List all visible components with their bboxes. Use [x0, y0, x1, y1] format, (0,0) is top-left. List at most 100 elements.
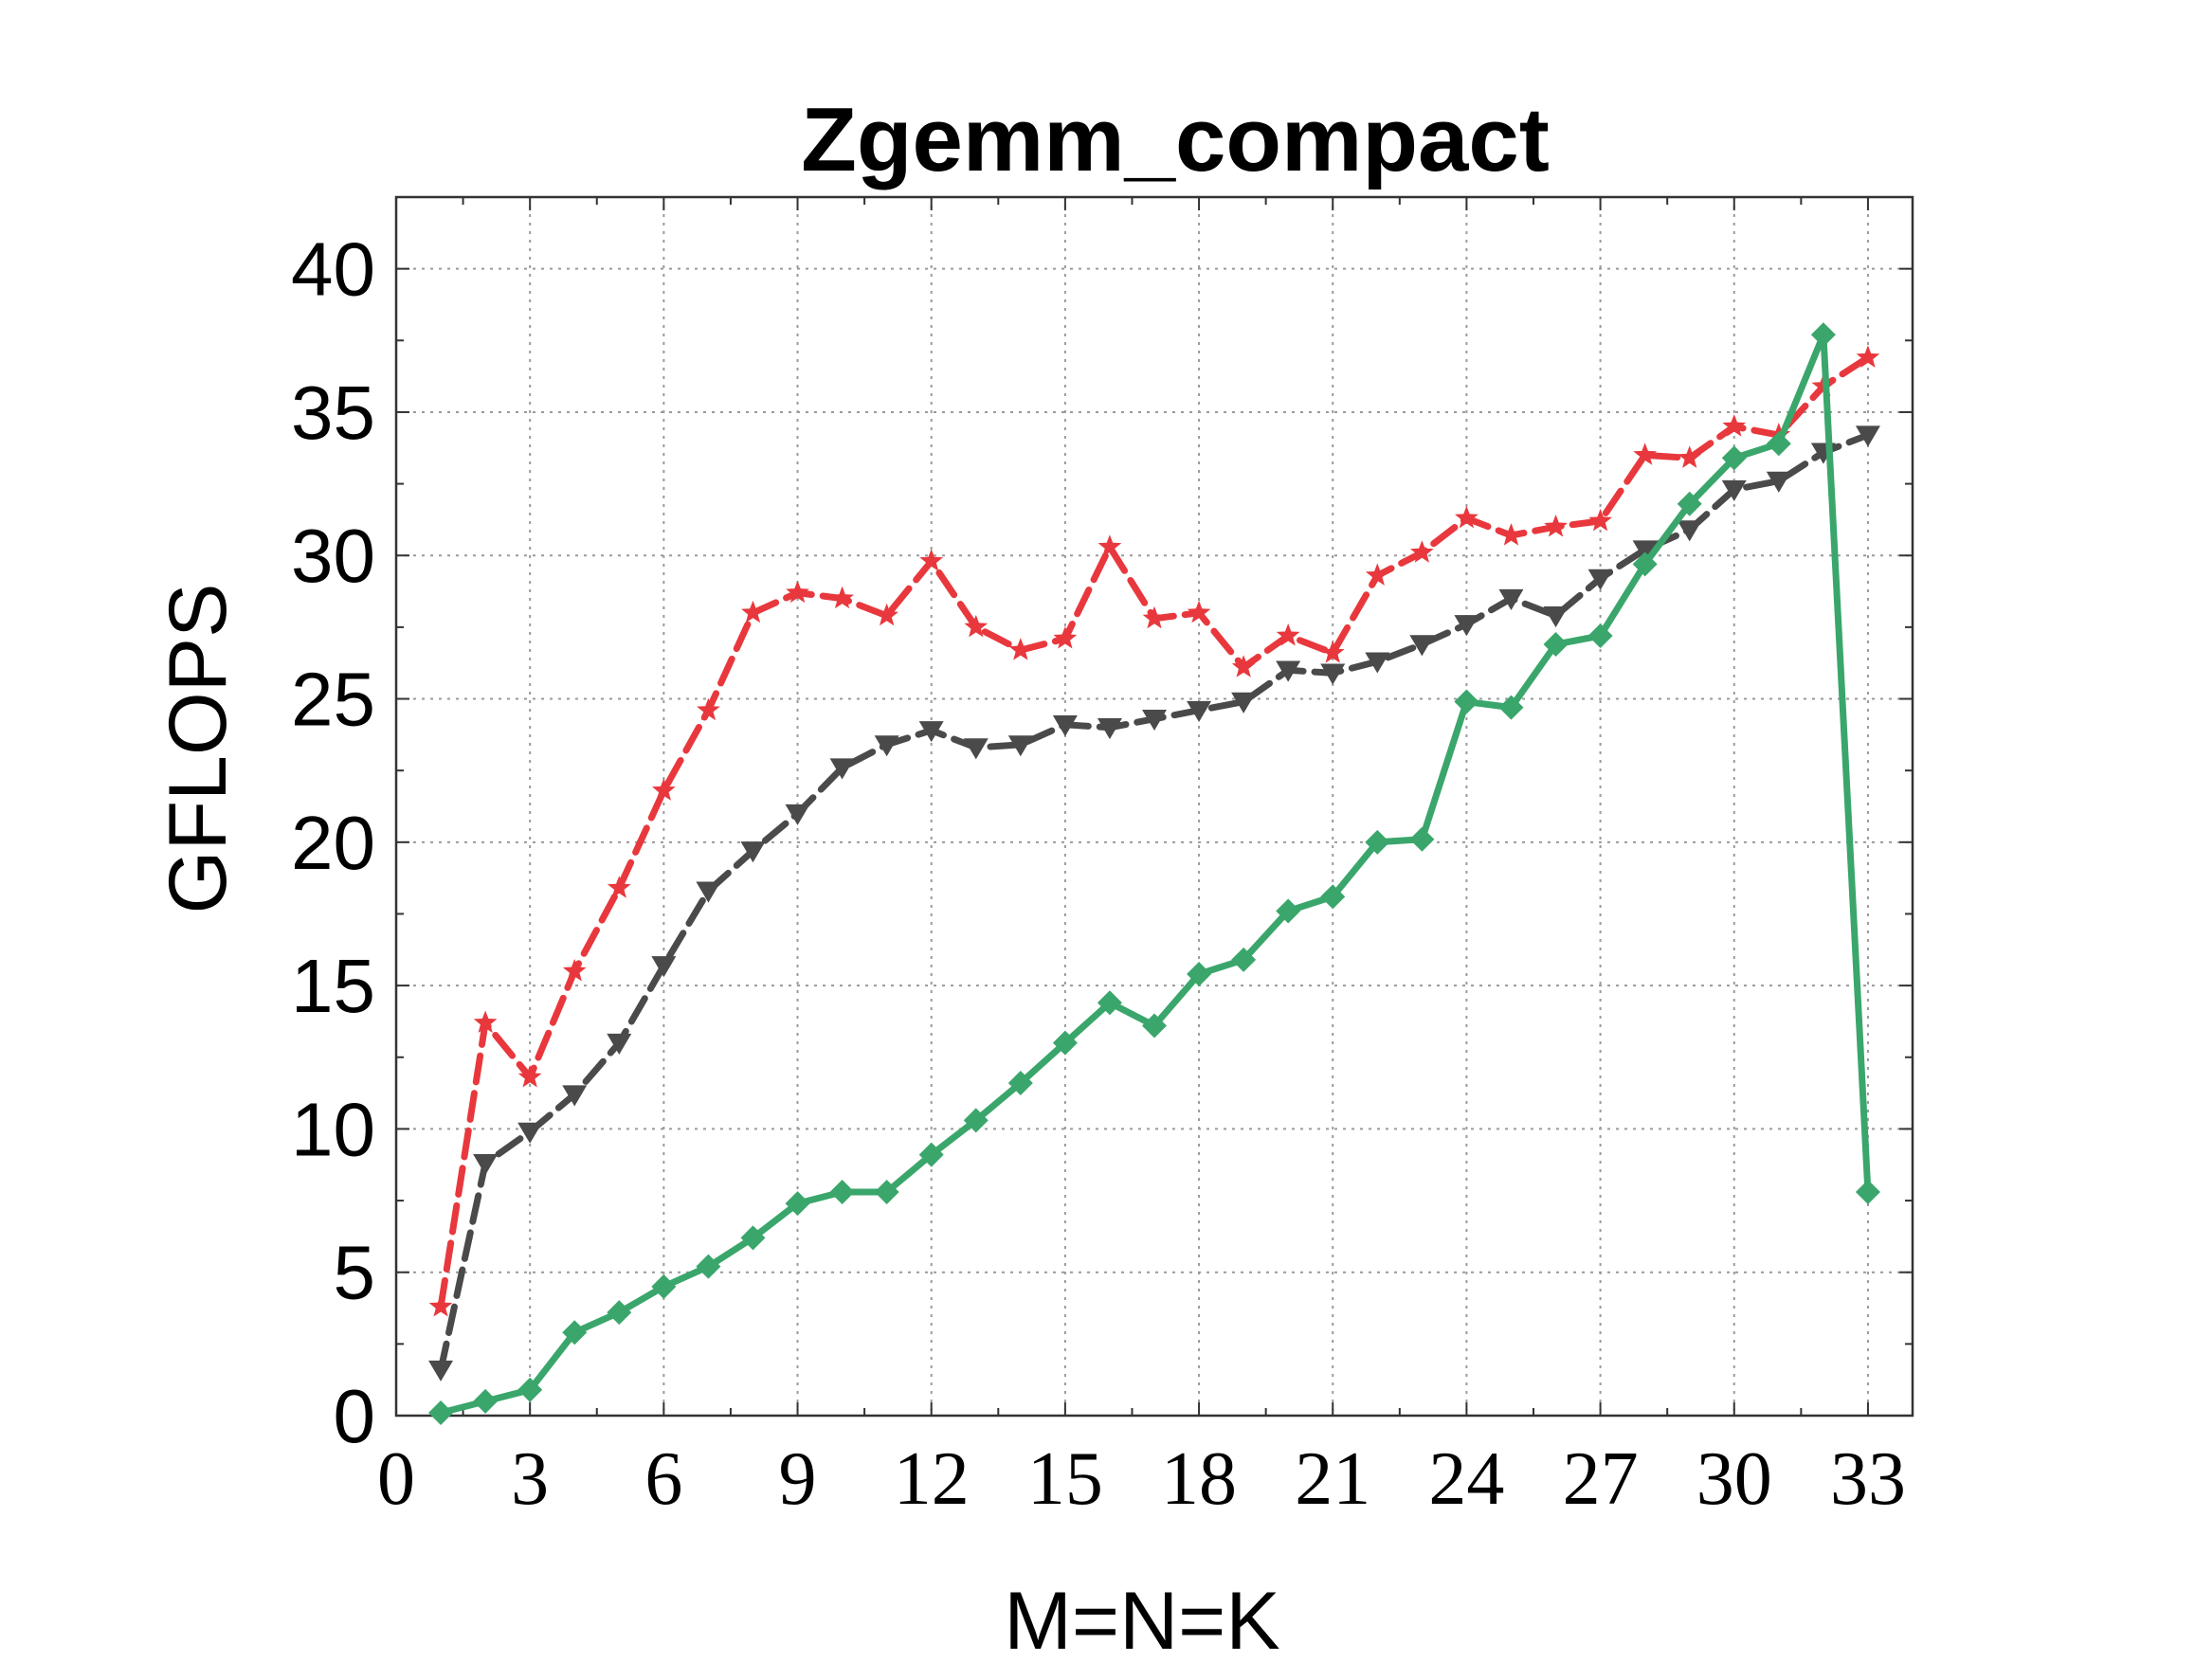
data-point [829, 1179, 855, 1204]
data-point [1008, 638, 1033, 660]
data-point [1231, 947, 1257, 972]
data-point [1007, 735, 1033, 757]
x-tick-label: 18 [1161, 1437, 1237, 1521]
data-point [1722, 414, 1747, 437]
data-point [1632, 551, 1658, 577]
data-point [1855, 1179, 1880, 1204]
data-point [1410, 540, 1434, 563]
y-tick-label: 30 [291, 514, 375, 598]
data-point [1810, 322, 1836, 348]
data-point [517, 1377, 543, 1402]
plot-frame [394, 195, 1914, 1418]
x-tick-label: 15 [1027, 1437, 1103, 1521]
data-point [963, 1108, 989, 1133]
data-point [918, 1142, 944, 1167]
data-point [1454, 689, 1479, 714]
data-point [562, 1085, 588, 1107]
axes: 0 3 6 9 12 15 18 21 24 27 30 33 0 5 10 15 20 25 30 35 40 [291, 195, 1914, 1521]
data-point [1498, 695, 1524, 720]
x-tick-label: 30 [1696, 1437, 1772, 1521]
data-point [1365, 563, 1389, 586]
series-1 [428, 345, 1880, 1317]
data-point [1276, 623, 1300, 646]
data-point [1677, 491, 1702, 516]
x-tick-label: 6 [644, 1437, 682, 1521]
data-point [428, 1360, 454, 1382]
data-point [874, 735, 899, 757]
x-tick-label: 9 [779, 1437, 817, 1521]
data-point [517, 1064, 542, 1088]
data-point [1365, 652, 1390, 674]
data-point [1007, 1070, 1033, 1095]
data-point [1499, 523, 1523, 546]
data-point [786, 580, 809, 604]
data-point [1365, 829, 1390, 855]
data-point [1543, 606, 1569, 628]
data-point [1142, 709, 1167, 732]
data-point [1320, 884, 1346, 910]
data-point [1455, 505, 1478, 529]
data-point [1320, 641, 1345, 663]
data-point [651, 1274, 677, 1299]
data-point [562, 959, 587, 982]
data-point [1053, 626, 1078, 649]
data-point [740, 841, 766, 863]
data-point [829, 758, 855, 780]
data-point [919, 549, 944, 571]
data-point [1187, 962, 1212, 987]
data-point [1454, 615, 1479, 637]
x-axis-label: M=N=K [1004, 1576, 1280, 1667]
data-point [428, 1294, 453, 1317]
x-tick-label: 21 [1295, 1437, 1370, 1521]
y-tick-label: 10 [291, 1087, 375, 1171]
x-tick-label: 27 [1563, 1437, 1639, 1521]
series-2 [428, 425, 1880, 1382]
data-point [875, 603, 898, 626]
data-point [785, 804, 810, 825]
data-point [1142, 1013, 1167, 1039]
x-tick-label: 12 [894, 1437, 970, 1521]
data-point [964, 614, 989, 638]
data-point [1231, 692, 1257, 714]
data-point [741, 600, 765, 623]
data-point [607, 1033, 632, 1055]
data-point [1766, 471, 1791, 493]
data-point [918, 721, 944, 743]
data-point [963, 738, 989, 760]
data-point [1231, 655, 1256, 677]
y-tick-label: 35 [291, 370, 375, 455]
data-point [1142, 605, 1167, 629]
y-tick-label: 40 [291, 227, 375, 312]
data-point [1098, 534, 1122, 557]
data-point [785, 1191, 810, 1217]
data-point [1588, 508, 1612, 532]
data-point [1543, 632, 1569, 658]
data-point [696, 881, 721, 903]
data-point [428, 1400, 454, 1425]
data-point [830, 586, 854, 609]
data-point [1766, 431, 1791, 457]
x-tick-label: 33 [1830, 1437, 1906, 1521]
data-point [1544, 515, 1568, 537]
data-point [562, 1320, 588, 1346]
y-tick-label: 5 [334, 1231, 376, 1315]
chart-title: Zgemm_compact [801, 89, 1550, 190]
grid-lines [396, 197, 1913, 1416]
data-point [1677, 520, 1702, 542]
data-point [696, 1254, 721, 1279]
data-point [1855, 425, 1880, 447]
data-point [874, 1179, 899, 1204]
y-tick-label: 15 [291, 944, 375, 1028]
series-3 [428, 322, 1880, 1425]
data-point [1276, 898, 1301, 924]
y-tick-label: 20 [291, 801, 375, 885]
x-tick-label: 0 [377, 1437, 415, 1521]
data-point [1721, 445, 1747, 471]
data-point [1052, 1030, 1078, 1056]
data-point [473, 1010, 498, 1033]
data-point [607, 1300, 632, 1326]
y-tick-label: 0 [334, 1374, 376, 1458]
data-point [740, 1225, 766, 1251]
x-tick-label: 24 [1428, 1437, 1504, 1521]
